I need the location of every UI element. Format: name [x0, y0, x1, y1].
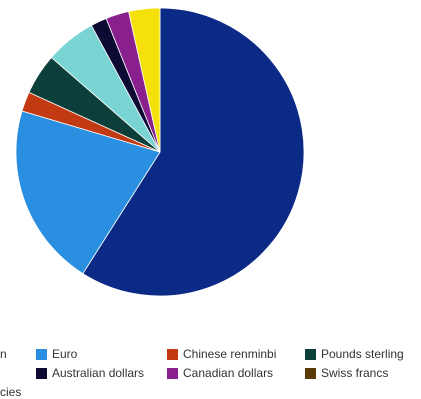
legend-swatch-chinese-renminbi: [167, 348, 178, 360]
legend-label-swiss-francs: Swiss francs: [321, 366, 389, 380]
legend-label-canadian-dollars: Canadian dollars: [183, 366, 274, 380]
legend-label-chinese-renminbi: Chinese renminbi: [183, 347, 277, 361]
legend-swatch-pounds-sterling: [305, 348, 316, 360]
legend-swatch-euro: [36, 348, 47, 360]
pie-slice-euro: [15, 110, 161, 275]
pie-slice-slice-8: [128, 7, 161, 153]
pie-slice-slice-1: [82, 7, 305, 297]
legend-item-swiss-francs: Swiss francs: [305, 366, 388, 380]
legend-item-chinese-renminbi: Chinese renminbi: [167, 347, 276, 361]
legend-item-euro: Euro: [36, 347, 77, 361]
legend-item-pounds-sterling: Pounds sterling: [305, 347, 404, 361]
legend-label-australian-dollars: Australian dollars: [52, 366, 145, 380]
legend-swatch-swiss-francs: [305, 367, 316, 379]
legend-swatch-canadian-dollars: [167, 367, 178, 379]
legend-label-pounds-sterling: Pounds sterling: [321, 347, 404, 361]
legend-item-canadian-dollars: Canadian dollars: [167, 366, 273, 380]
legend-item-australian-dollars: Australian dollars: [36, 366, 144, 380]
cut-off-legend-text-1: n: [0, 347, 7, 361]
legend-swatch-australian-dollars: [36, 367, 47, 379]
cut-off-legend-text-2: cies: [0, 385, 22, 399]
legend-label-euro: Euro: [52, 347, 78, 361]
